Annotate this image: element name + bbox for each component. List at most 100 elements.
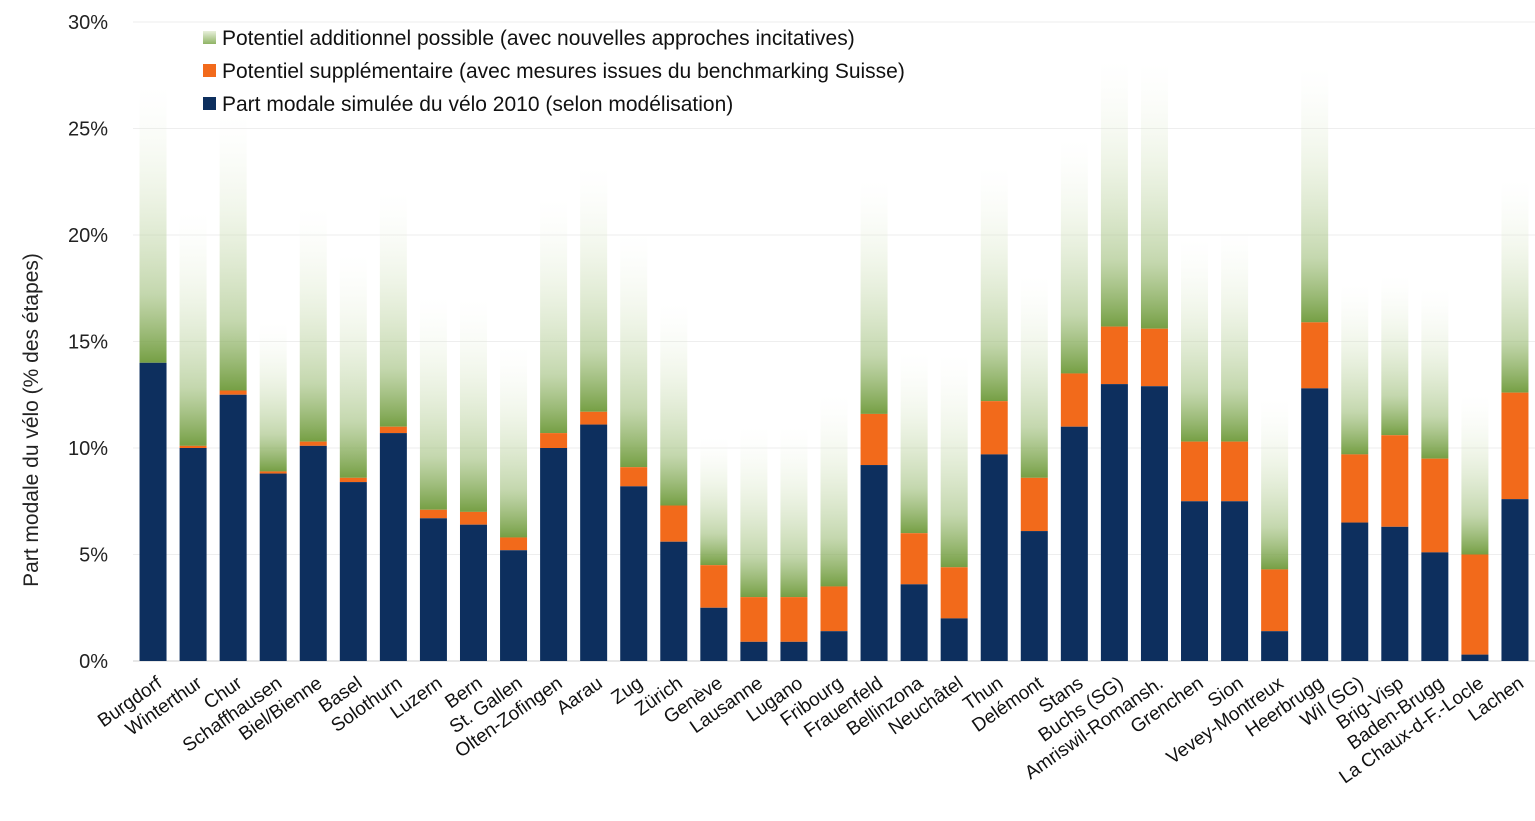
bar-segment-supplementary <box>1181 441 1209 502</box>
bar-segment-simulated <box>459 524 487 661</box>
bar-segment-simulated <box>339 482 367 661</box>
bar-segment-simulated <box>1501 499 1529 661</box>
bar-segment-supplementary <box>1060 373 1088 427</box>
bar-segment-simulated <box>820 631 848 661</box>
bar-segment-additional <box>980 166 1008 402</box>
bar-segment-supplementary <box>299 441 327 446</box>
bar-segment-simulated <box>540 448 568 661</box>
bar-segment-supplementary <box>179 445 207 448</box>
bar-segment-additional <box>900 352 928 534</box>
bar-segment-simulated <box>1381 526 1409 661</box>
bar-segment-additional <box>219 113 247 391</box>
bar-segment-additional <box>1221 228 1249 442</box>
bar-segment-additional <box>1100 60 1128 327</box>
legend-item-additional: Potentiel additionnel possible (avec nou… <box>203 27 855 50</box>
bar-segment-supplementary <box>1381 435 1409 527</box>
bar-segment-simulated <box>1341 522 1369 661</box>
legend-item-simulated: Part modale simulée du vélo 2010 (selon … <box>203 93 733 116</box>
bar-group <box>1060 139 1088 661</box>
bar-segment-additional <box>1381 275 1409 436</box>
bar-group <box>179 211 207 661</box>
y-tick-label: 10% <box>68 438 108 460</box>
bar-segment-simulated <box>780 641 808 661</box>
bar-segment-additional <box>1501 179 1529 393</box>
bar-segment-simulated <box>379 433 407 661</box>
bar-group <box>980 166 1008 661</box>
bar-segment-additional <box>940 354 968 568</box>
y-tick-label: 30% <box>68 12 108 34</box>
bar-group <box>900 352 928 661</box>
legend-swatch-supplementary <box>203 64 216 77</box>
y-axis-label: Part modale du vélo (% des étapes) <box>20 253 43 587</box>
bar-group <box>660 303 688 661</box>
bar-segment-supplementary <box>1020 477 1048 532</box>
x-axis: BurgdorfWinterthurChurSchaffhausenBiel/B… <box>94 672 1528 788</box>
bar-segment-supplementary <box>780 597 808 642</box>
bar-group <box>1181 239 1209 661</box>
bar-segment-additional <box>379 192 407 427</box>
bar-group <box>339 254 367 661</box>
bar-group <box>940 354 968 661</box>
bar-segment-additional <box>1181 239 1209 442</box>
bar-group <box>219 113 247 661</box>
bar-segment-supplementary <box>820 586 848 632</box>
bar-segment-additional <box>419 296 447 510</box>
bar-segment-simulated <box>1221 501 1249 661</box>
bar-segment-simulated <box>1421 552 1449 661</box>
bar-segment-simulated <box>219 394 247 661</box>
bar-segment-supplementary <box>1261 569 1289 632</box>
bar-group <box>1301 66 1329 661</box>
bar-segment-supplementary <box>419 509 447 519</box>
legend-swatch-simulated <box>203 97 216 110</box>
bar-group <box>1461 394 1489 661</box>
bar-segment-supplementary <box>1341 454 1369 523</box>
bar-group <box>1221 228 1249 661</box>
legend-label-supplementary: Potentiel supplémentaire (avec mesures i… <box>222 60 905 83</box>
bar-segment-simulated <box>980 454 1008 661</box>
bar-group <box>1501 179 1529 661</box>
bar-segment-additional <box>139 85 167 363</box>
y-tick-label: 15% <box>68 332 108 354</box>
bar-segment-simulated <box>1261 631 1289 661</box>
bar-group <box>1100 60 1128 661</box>
bars <box>139 60 1529 661</box>
bar-segment-supplementary <box>459 511 487 525</box>
bar-group <box>740 426 768 661</box>
bar-segment-additional <box>660 303 688 506</box>
bar-segment-supplementary <box>1301 322 1329 389</box>
bar-segment-simulated <box>860 465 888 661</box>
bar-segment-supplementary <box>700 565 728 608</box>
bar-segment-simulated <box>1100 384 1128 661</box>
bar-group <box>1381 275 1409 661</box>
bar-group <box>259 322 287 661</box>
bar-segment-simulated <box>1181 501 1209 661</box>
bar-segment-supplementary <box>620 467 648 487</box>
bar-group <box>139 85 167 661</box>
bar-segment-supplementary <box>940 567 968 619</box>
bar-segment-supplementary <box>339 477 367 483</box>
bar-segment-supplementary <box>580 411 608 425</box>
y-tick-label: 0% <box>79 651 108 673</box>
bar-group <box>580 166 608 661</box>
bar-segment-supplementary <box>219 390 247 395</box>
bar-segment-additional <box>1261 399 1289 570</box>
bar-segment-supplementary <box>740 597 768 642</box>
y-tick-label: 5% <box>79 545 108 567</box>
bar-segment-simulated <box>179 448 207 661</box>
bar-segment-supplementary <box>860 413 888 466</box>
bar-segment-simulated <box>500 550 528 661</box>
bar-segment-additional <box>820 394 848 587</box>
bar-segment-supplementary <box>1421 458 1449 553</box>
bar-segment-additional <box>540 198 568 434</box>
bar-segment-additional <box>1140 62 1168 329</box>
bar-segment-supplementary <box>500 537 528 551</box>
bar-segment-simulated <box>740 641 768 661</box>
bar-segment-additional <box>860 179 888 414</box>
bar-segment-additional <box>740 426 768 598</box>
bar-group <box>780 426 808 661</box>
bar-segment-additional <box>179 211 207 446</box>
bar-segment-additional <box>1461 394 1489 555</box>
bar-segment-additional <box>1341 283 1369 455</box>
bar-segment-additional <box>1020 275 1048 478</box>
